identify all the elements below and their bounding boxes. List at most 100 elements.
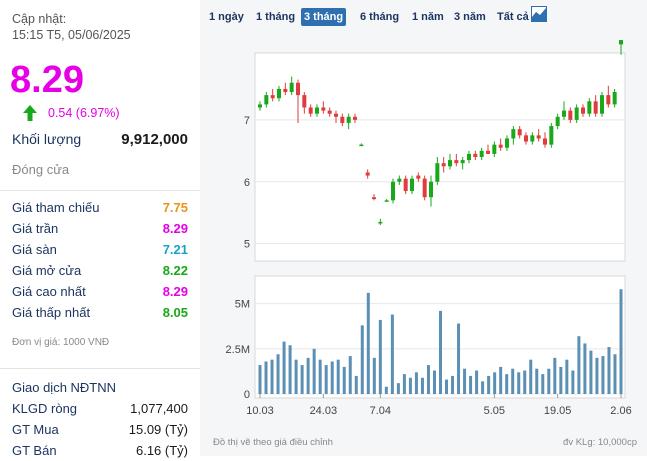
volume-bar [445, 379, 449, 394]
high-price-value: 8.29 [162, 284, 188, 299]
candle-body [429, 181, 433, 198]
volume-bar [396, 383, 400, 394]
low-price-label: Giá thấp nhất [12, 305, 91, 320]
candle-body [524, 135, 528, 142]
x-axis-label: 7.04 [370, 405, 391, 417]
tab-6-months[interactable]: 6 tháng [360, 11, 400, 23]
volume-bar [432, 370, 436, 394]
candle-body [391, 181, 395, 201]
divider [0, 190, 200, 191]
open-price-row: Giá mở cửa 8.22 [12, 263, 188, 281]
volume-bar [270, 359, 274, 394]
candle-body [581, 107, 585, 114]
candle-body [403, 178, 408, 192]
volume-bar [300, 365, 304, 394]
candle-body [619, 40, 623, 45]
tab-3-years[interactable]: 3 năm [454, 11, 486, 23]
volume-bar [420, 377, 424, 394]
candle-body [536, 135, 541, 139]
x-axis-label: 19.05 [544, 405, 572, 417]
candle-body [460, 160, 465, 164]
volume-bar [487, 375, 491, 394]
volume-bar [577, 336, 581, 394]
volume-bar [469, 375, 473, 394]
volume-bar [378, 319, 382, 394]
tab-1-day[interactable]: 1 ngày [209, 11, 244, 23]
line-chart-icon[interactable] [531, 6, 547, 22]
reference-price-value: 7.75 [162, 200, 188, 215]
volume-bar [324, 365, 328, 394]
chart-footnote: Đồ thị vẽ theo giá điều chỉnh [213, 437, 333, 448]
volume-bar [523, 370, 527, 394]
volume-bar [481, 381, 485, 394]
quote-panel: Cập nhật: 15:15 T5, 05/06/2025 8.29 0.54… [0, 0, 200, 458]
volume-bar [505, 374, 509, 394]
net-volume-label: KLGD ròng [12, 401, 78, 416]
candle-body [612, 92, 617, 105]
candle-body [258, 104, 262, 108]
tab-3-months[interactable]: 3 tháng [301, 8, 347, 26]
candle-body [397, 178, 402, 182]
change-value: 0.54 (6.97%) [48, 106, 120, 120]
volume-axis-label: 5M [235, 299, 250, 311]
tab-1-month[interactable]: 1 tháng [256, 11, 296, 23]
foreign-trading-heading: Giao dịch NĐTNN [12, 380, 117, 395]
price-chart: 5 6 7 0 2.5M 5M 10.03 24.03 7.04 5.05 19.05 2.06 [226, 40, 632, 417]
volume-axis-label: 0 [244, 389, 250, 401]
volume-bar [535, 368, 539, 394]
candle-body [498, 144, 503, 148]
reference-price-row: Giá tham chiếu 7.75 [12, 200, 188, 218]
candle-body [530, 135, 535, 142]
volume-bar [439, 310, 442, 394]
volume-bar [589, 350, 593, 394]
sell-value-value: 6.16 (Tỷ) [135, 443, 188, 458]
volume-bar [601, 356, 605, 394]
buy-value-label: GT Mua [12, 422, 59, 437]
reference-price-label: Giá tham chiếu [12, 200, 100, 215]
volume-bar [529, 359, 533, 394]
candle-body [517, 129, 522, 136]
candle-body [327, 110, 332, 114]
volume-bar [288, 345, 292, 394]
ceiling-price-row: Giá trần 8.29 [12, 221, 188, 239]
open-price-label: Giá mở cửa [12, 263, 82, 278]
candle-body [372, 197, 376, 200]
volume-label: Khối lượng [12, 131, 82, 147]
candle-body [308, 107, 313, 114]
candle-body [283, 88, 288, 93]
volume-bar [330, 361, 334, 394]
price-unit-note: Đơn vị giá: 1000 VNĐ [12, 337, 110, 348]
volume-bar [426, 365, 430, 394]
candle-body [568, 110, 573, 120]
candle-body [505, 138, 509, 148]
candle-body [277, 88, 281, 99]
price-axis-label: 6 [244, 177, 250, 189]
candle-body [365, 172, 370, 176]
high-price-label: Giá cao nhất [12, 284, 86, 299]
tab-all[interactable]: Tất cả [497, 11, 529, 23]
volume-bar [499, 366, 503, 394]
candle-body [315, 107, 319, 114]
price-axis-label: 7 [244, 115, 250, 127]
low-price-value: 8.05 [162, 305, 188, 320]
volume-bar [372, 357, 376, 394]
volume-unit-note: đv KLg: 10,000cp [563, 437, 637, 448]
market-status: Đóng cửa [12, 162, 70, 177]
volume-bar [306, 357, 310, 394]
candle-body [410, 178, 414, 192]
volume-bar [414, 372, 418, 394]
tab-1-year[interactable]: 1 năm [412, 11, 444, 23]
x-axis-label: 2.06 [610, 405, 631, 417]
candle-body [448, 160, 452, 167]
candle-body [296, 82, 300, 96]
volume-bar [583, 343, 587, 394]
buy-value-row: GT Mua 15.09 (Tỷ) [12, 422, 188, 440]
candle-body [321, 107, 326, 111]
candle-body [353, 116, 357, 120]
chart-panel: 1 ngày 1 tháng 3 tháng 6 tháng 1 năm 3 n… [200, 0, 647, 456]
candle-body [574, 107, 579, 120]
candle-body [264, 95, 269, 105]
volume-bar [264, 361, 268, 394]
divider [0, 368, 200, 369]
floor-price-label: Giá sàn [12, 242, 57, 257]
